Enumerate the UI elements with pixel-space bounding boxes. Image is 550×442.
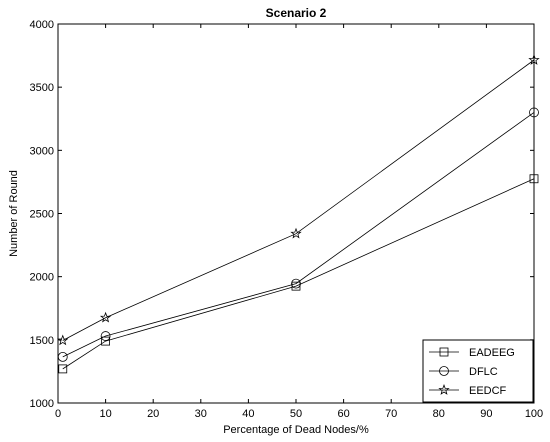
axis-tick-labels: 0 10 20 30 40 50 60 70 80 90 100 1000 1500 2000 2500 30… bbox=[30, 19, 544, 420]
y-tick-label: 3500 bbox=[30, 82, 54, 94]
legend-label-eadeeg: EADEEG bbox=[469, 347, 515, 359]
series-dflc bbox=[57, 107, 539, 362]
data-point-eedcf bbox=[57, 334, 69, 346]
x-tick-label: 70 bbox=[385, 408, 397, 420]
legend-marker-eedcf bbox=[438, 384, 450, 395]
data-point-eedcf bbox=[290, 227, 302, 239]
data-point-dflc bbox=[291, 278, 301, 289]
series-line-eadeeg bbox=[62, 178, 535, 370]
data-point-eadeeg bbox=[58, 364, 68, 374]
x-tick-label: 10 bbox=[99, 408, 111, 420]
x-tick-label: 80 bbox=[433, 408, 445, 420]
x-tick-label: 100 bbox=[525, 408, 543, 420]
x-tick-label: 0 bbox=[55, 408, 61, 420]
y-tick-label: 3000 bbox=[30, 145, 54, 157]
x-axis-label: Percentage of Dead Nodes/% bbox=[223, 424, 369, 436]
chart-title: Scenario 2 bbox=[266, 6, 327, 20]
x-tick-label: 90 bbox=[480, 408, 492, 420]
legend: EADEEG DFLC EEDCF bbox=[422, 339, 534, 403]
series-layer bbox=[57, 54, 540, 374]
x-tick-label: 20 bbox=[147, 408, 159, 420]
data-point-eadeeg bbox=[101, 336, 110, 346]
x-tick-label: 30 bbox=[195, 408, 207, 420]
y-axis-label: Number of Round bbox=[8, 170, 20, 257]
x-tick-label: 60 bbox=[337, 408, 349, 420]
legend-marker-dflc bbox=[439, 366, 449, 376]
x-tick-label: 40 bbox=[242, 408, 254, 420]
data-point-eedcf bbox=[528, 54, 540, 65]
data-point-dflc bbox=[529, 107, 539, 118]
y-tick-label: 1000 bbox=[30, 398, 54, 410]
legend-item-dflc: DFLC bbox=[429, 366, 498, 378]
y-tick-label: 2500 bbox=[30, 209, 54, 221]
data-point-eedcf bbox=[99, 311, 112, 323]
series-line-eedcf bbox=[62, 59, 535, 341]
legend-marker-eadeeg bbox=[439, 347, 449, 357]
axis-ticks bbox=[57, 23, 535, 404]
series-eedcf bbox=[57, 54, 540, 346]
legend-item-eedcf: EEDCF bbox=[429, 384, 507, 397]
legend-label-eedcf: EEDCF bbox=[469, 385, 507, 397]
data-point-dflc bbox=[100, 331, 111, 341]
data-point-eadeeg bbox=[529, 174, 539, 184]
y-tick-label: 2000 bbox=[30, 272, 54, 284]
data-point-dflc bbox=[57, 351, 68, 362]
series-eadeeg bbox=[58, 174, 539, 374]
legend-label-dflc: DFLC bbox=[469, 366, 498, 378]
y-tick-label: 1500 bbox=[30, 335, 54, 347]
y-tick-label: 4000 bbox=[30, 19, 54, 31]
x-tick-label: 50 bbox=[290, 408, 302, 420]
series-line-dflc bbox=[62, 112, 535, 358]
legend-item-eadeeg: EADEEG bbox=[429, 347, 515, 359]
